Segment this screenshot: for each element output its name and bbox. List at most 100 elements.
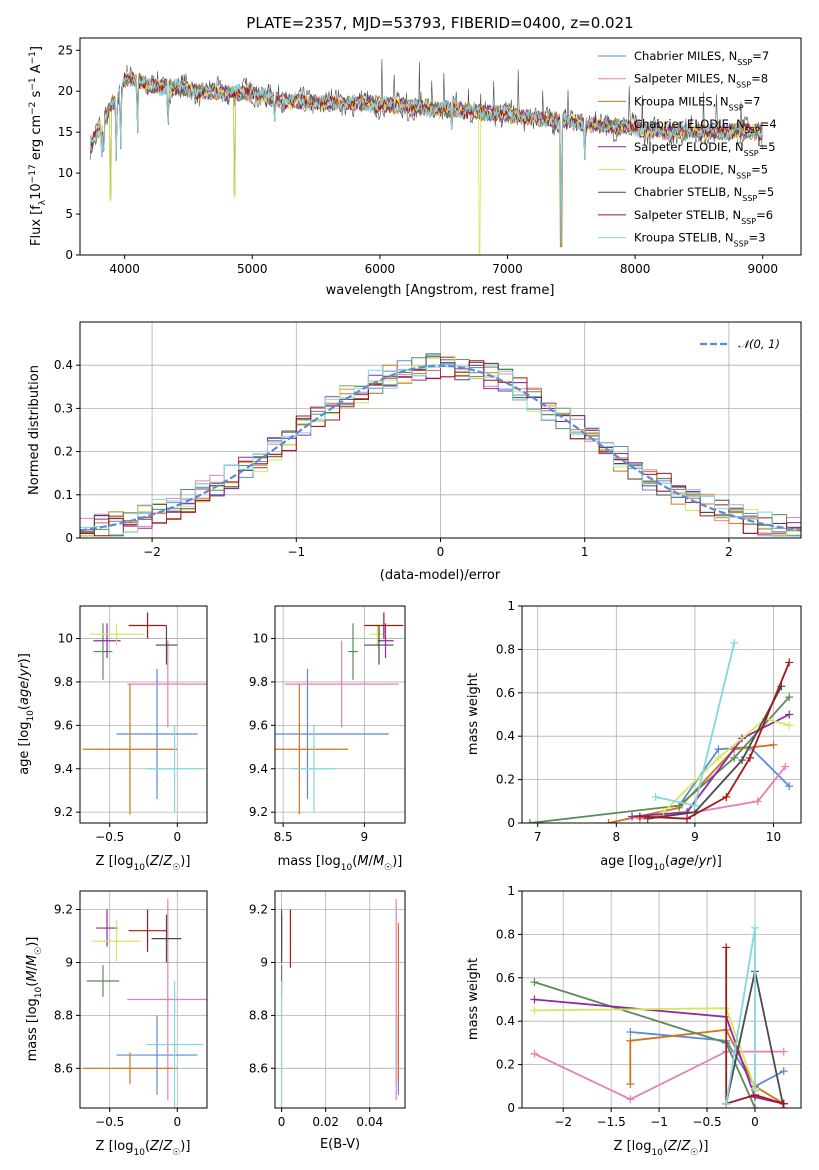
spectrum-frame bbox=[79, 37, 802, 256]
marker-salpeter-miles bbox=[530, 1049, 539, 1058]
mass-z-ylabel-part: mass [log bbox=[25, 998, 40, 1061]
series-kroupa-elodie bbox=[534, 1007, 756, 1089]
marker-salpeter-stelib bbox=[683, 814, 692, 823]
legend-suffix: =7 bbox=[752, 49, 769, 63]
spectrum-ylabel-part: λ bbox=[38, 199, 48, 205]
age-z-ylabel-part: )] bbox=[17, 653, 32, 663]
marker-kroupa-stelib bbox=[730, 638, 739, 647]
x-tick-label: 5000 bbox=[237, 262, 268, 276]
age_vs_Z-marks bbox=[82, 612, 207, 815]
mw-z-xlabel-part: Z bbox=[667, 1139, 678, 1154]
marker-kroupa-miles bbox=[604, 819, 613, 823]
marker-kroupa-stelib bbox=[750, 923, 759, 932]
mw-z-xlabel-part: ☉ bbox=[690, 1148, 698, 1158]
x-tick-label: −1 bbox=[650, 1115, 668, 1129]
mw-age-xlabel-part: age [log bbox=[600, 854, 653, 869]
x-tick-label: 9000 bbox=[747, 262, 778, 276]
mw-z-xlabel-part: Z bbox=[680, 1139, 691, 1154]
mw-age-xlabel-part: yr bbox=[698, 854, 714, 869]
gaussian-curve bbox=[80, 364, 801, 532]
age-z-ylabel-part: age [log bbox=[17, 722, 32, 775]
marker-salpeter-elodie bbox=[628, 812, 637, 821]
figure-title: PLATE=2357, MJD=53793, FIBERID=0400, z=0… bbox=[246, 14, 633, 32]
mass_vs_Z-frame bbox=[79, 890, 208, 1109]
mass-z-ylabel-part: )] bbox=[25, 937, 40, 947]
marker-chabrier-elodie bbox=[750, 1104, 759, 1108]
legend-text: Chabrier MILES, N bbox=[634, 49, 737, 63]
age_vs_mass-marks bbox=[275, 612, 404, 815]
massweight_vs_age-marks bbox=[525, 638, 794, 823]
age-mass-xlabel-part: / bbox=[369, 854, 374, 869]
spectrum-ylabel: Flux [fλ10−17 erg cm−2 s−1 A−1] bbox=[28, 46, 48, 246]
y-tick-label: 8.8 bbox=[54, 1008, 73, 1022]
age-z-ylabel-part: age bbox=[17, 681, 32, 705]
y-tick-label: 0.2 bbox=[496, 773, 515, 787]
mass-z-ylabel-part: M bbox=[25, 970, 40, 981]
legend-sub: SSP bbox=[745, 126, 760, 135]
x-tick-label: −2 bbox=[143, 545, 161, 559]
y-tick-label: 9 bbox=[260, 955, 268, 969]
y-tick-label: 9.4 bbox=[54, 762, 73, 776]
histogram-kroupa-stelib bbox=[80, 366, 801, 537]
marker-chabrier-miles bbox=[779, 1067, 788, 1076]
mw-z-xlabel: Z [log10(Z/Z☉)] bbox=[614, 1139, 709, 1158]
x-tick-label: 8000 bbox=[620, 262, 651, 276]
mass-z-xlabel-part: / bbox=[159, 1139, 164, 1154]
legend-entry: Salpeter STELIB, NSSP=6 bbox=[634, 208, 773, 226]
y-tick-label: 15 bbox=[58, 125, 73, 139]
x-tick-label: 7000 bbox=[492, 262, 523, 276]
mw-age-xlabel: age [log10(age/yr)] bbox=[600, 854, 722, 873]
marker-salpeter-stelib bbox=[779, 1099, 788, 1108]
mass-z-ylabel-part: M bbox=[25, 955, 40, 966]
y-tick-label: 0.6 bbox=[496, 686, 515, 700]
y-tick-label: 9.6 bbox=[249, 718, 268, 732]
age-z-xlabel-part: ( bbox=[145, 854, 150, 869]
legend-sub: SSP bbox=[741, 216, 756, 225]
mass-z-xlabel-part: Z [log bbox=[96, 1139, 134, 1154]
legend-entry: 𝒩(0, 1) bbox=[738, 337, 780, 351]
age-z-ylabel-part: ( bbox=[17, 705, 32, 710]
spectrum-line-salpeter-stelib bbox=[89, 72, 763, 247]
mass-z-ylabel: mass [log10(M/M☉)] bbox=[25, 937, 44, 1062]
mass-z-ylabel-part: 10 bbox=[34, 986, 44, 998]
legend-text: Kroupa STELIB, N bbox=[634, 231, 734, 245]
y-tick-label: 20 bbox=[58, 84, 73, 98]
y-tick-label: 9 bbox=[65, 955, 73, 969]
marker-kroupa-elodie bbox=[785, 721, 794, 730]
age-z-xlabel: Z [log10(Z/Z☉)] bbox=[96, 854, 191, 873]
x-tick-label: −1.5 bbox=[597, 1115, 626, 1129]
x-tick-label: 0 bbox=[437, 545, 445, 559]
x-tick-label: 6000 bbox=[365, 262, 396, 276]
mass_vs_Z-marks bbox=[82, 898, 207, 1108]
series-salpeter-stelib bbox=[725, 947, 784, 1105]
histogram-salpeter-elodie bbox=[80, 356, 801, 534]
spectrum-ylabel-part: −1 bbox=[28, 77, 38, 90]
marker-salpeter-elodie bbox=[530, 995, 539, 1004]
age-z-xlabel-part: )] bbox=[180, 854, 190, 869]
marker-salpeter-stelib bbox=[785, 658, 794, 667]
massweight_vs_Z-marks bbox=[530, 923, 788, 1108]
marker-chabrier-miles bbox=[626, 1028, 635, 1037]
legend-sub: SSP bbox=[736, 171, 751, 180]
mass-z-xlabel-part: ☉ bbox=[172, 1148, 180, 1158]
mw-age-xlabel-part: )] bbox=[712, 854, 722, 869]
age-z-xlabel-part: 10 bbox=[133, 863, 145, 873]
x-tick-label: −1 bbox=[287, 545, 305, 559]
x-tick-label: 0.04 bbox=[356, 1115, 383, 1129]
massweight_vs_Z-frame bbox=[521, 890, 802, 1109]
legend-entry: Kroupa STELIB, NSSP=3 bbox=[634, 231, 765, 249]
legend-entry: Salpeter MILES, NSSP=8 bbox=[634, 72, 768, 90]
y-tick-label: 9.2 bbox=[249, 805, 268, 819]
marker-salpeter-stelib bbox=[745, 753, 754, 762]
marker-salpeter-miles bbox=[753, 797, 762, 806]
y-tick-label: 0.2 bbox=[54, 445, 73, 459]
series-chabrier-elodie bbox=[534, 981, 756, 1108]
x-tick-label: 10 bbox=[766, 830, 781, 844]
y-tick-label: 25 bbox=[58, 43, 73, 57]
series-salpeter-elodie bbox=[631, 713, 790, 818]
y-tick-label: 0 bbox=[507, 1101, 515, 1115]
legend-entry: Chabrier ELODIE, NSSP=4 bbox=[634, 117, 777, 135]
